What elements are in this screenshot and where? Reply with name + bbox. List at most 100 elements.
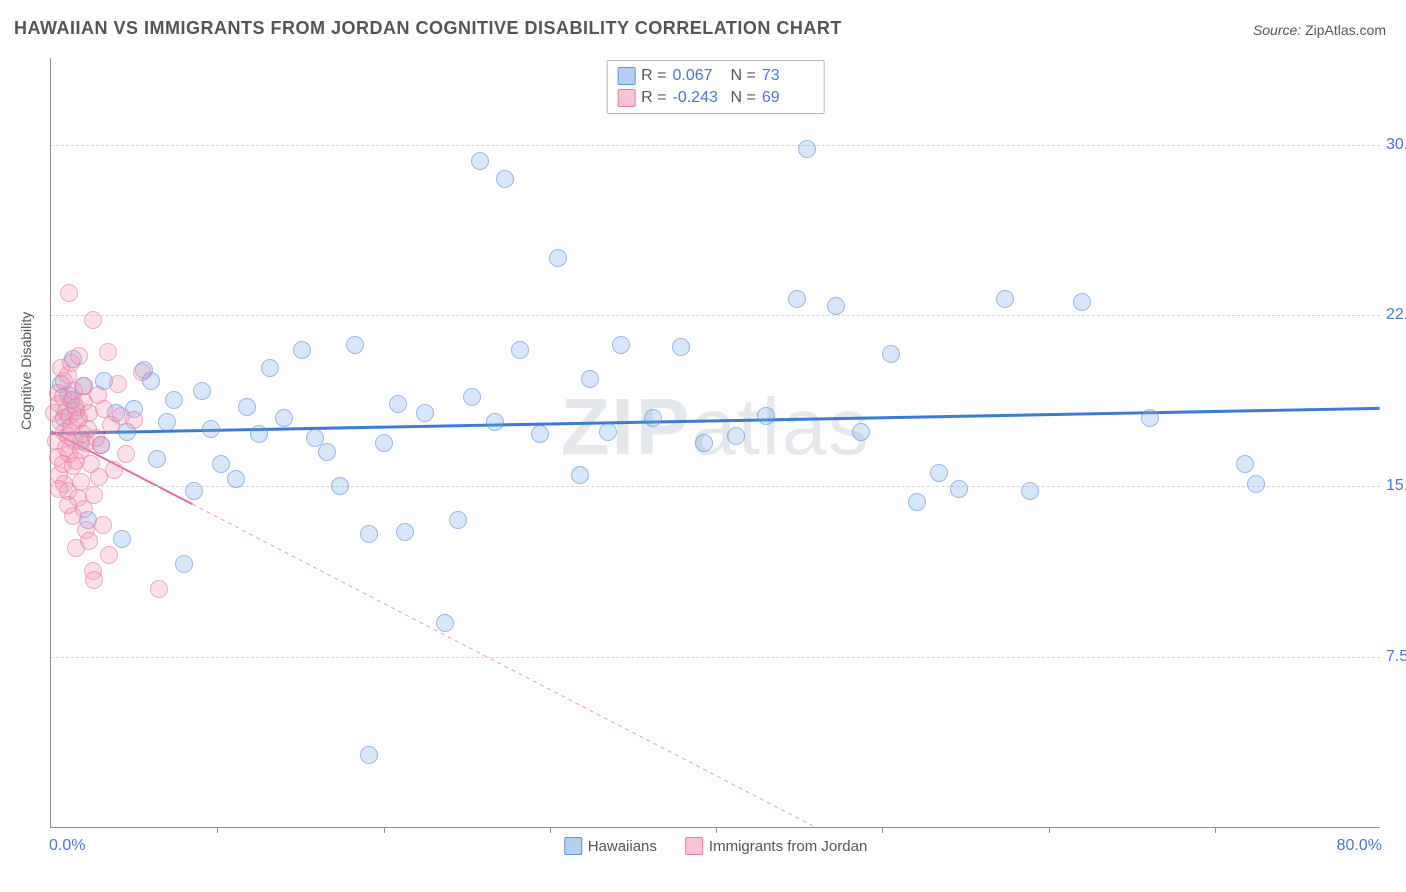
- data-point: [788, 290, 806, 308]
- data-point: [50, 480, 68, 498]
- data-point: [672, 338, 690, 356]
- data-point: [100, 546, 118, 564]
- data-point: [549, 249, 567, 267]
- data-point: [318, 443, 336, 461]
- data-point: [360, 746, 378, 764]
- data-point: [293, 341, 311, 359]
- data-point: [571, 466, 589, 484]
- source-text: ZipAtlas.com: [1305, 22, 1386, 38]
- data-point: [908, 493, 926, 511]
- data-point: [486, 413, 504, 431]
- stat-n-label: N =: [731, 87, 756, 109]
- chart-container: HAWAIIAN VS IMMIGRANTS FROM JORDAN COGNI…: [0, 0, 1406, 892]
- data-point: [612, 336, 630, 354]
- y-tick-label: 7.5%: [1386, 648, 1406, 666]
- data-point: [375, 434, 393, 452]
- data-point: [109, 375, 127, 393]
- stats-row: R = 0.067 N = 73: [617, 65, 814, 87]
- data-point: [113, 530, 131, 548]
- legend-label: Immigrants from Jordan: [709, 838, 867, 855]
- data-point: [511, 341, 529, 359]
- data-point: [80, 532, 98, 550]
- data-point: [930, 464, 948, 482]
- data-point: [695, 434, 713, 452]
- data-point: [471, 152, 489, 170]
- x-axis-max-label: 80.0%: [1337, 837, 1382, 855]
- source-label: Source:: [1253, 22, 1301, 38]
- watermark-rest: atlas: [691, 382, 870, 471]
- swatch-blue-icon: [617, 67, 635, 85]
- swatch-pink-icon: [617, 89, 635, 107]
- data-point: [360, 525, 378, 543]
- data-point: [757, 407, 775, 425]
- data-point: [463, 388, 481, 406]
- swatch-blue-icon: [564, 837, 582, 855]
- x-axis-min-label: 0.0%: [49, 837, 85, 855]
- data-point: [346, 336, 364, 354]
- data-point: [70, 347, 88, 365]
- data-point: [389, 395, 407, 413]
- data-point: [1073, 293, 1091, 311]
- data-point: [150, 580, 168, 598]
- data-point: [275, 409, 293, 427]
- data-point: [85, 486, 103, 504]
- data-point: [85, 571, 103, 589]
- y-tick-label: 30.0%: [1386, 136, 1406, 154]
- y-axis-title: Cognitive Disability: [18, 312, 34, 430]
- gridline: [51, 145, 1380, 146]
- stat-n-value: 73: [762, 65, 814, 87]
- data-point: [1021, 482, 1039, 500]
- data-point: [996, 290, 1014, 308]
- stat-r-label: R =: [641, 87, 666, 109]
- x-tick: [1215, 827, 1216, 833]
- plot-area: ZIPatlas R = 0.067 N = 73 R = -0.243 N =…: [50, 58, 1380, 828]
- data-point: [950, 480, 968, 498]
- stats-row: R = -0.243 N = 69: [617, 87, 814, 109]
- data-point: [125, 411, 143, 429]
- watermark-bold: ZIP: [561, 382, 691, 471]
- x-tick: [217, 827, 218, 833]
- data-point: [227, 470, 245, 488]
- data-point: [59, 496, 77, 514]
- legend-item: Immigrants from Jordan: [685, 837, 867, 855]
- data-point: [185, 482, 203, 500]
- data-point: [193, 382, 211, 400]
- stat-r-value: 0.067: [673, 65, 725, 87]
- legend: Hawaiians Immigrants from Jordan: [564, 837, 868, 855]
- legend-item: Hawaiians: [564, 837, 657, 855]
- data-point: [1247, 475, 1265, 493]
- data-point: [449, 511, 467, 529]
- gridline: [51, 657, 1380, 658]
- data-point: [202, 420, 220, 438]
- x-tick: [882, 827, 883, 833]
- gridline: [51, 486, 1380, 487]
- data-point: [882, 345, 900, 363]
- x-tick: [550, 827, 551, 833]
- stat-r-label: R =: [641, 65, 666, 87]
- y-tick-label: 22.5%: [1386, 306, 1406, 324]
- data-point: [60, 284, 78, 302]
- data-point: [644, 409, 662, 427]
- data-point: [175, 555, 193, 573]
- data-point: [148, 450, 166, 468]
- data-point: [94, 516, 112, 534]
- data-point: [727, 427, 745, 445]
- x-tick: [1049, 827, 1050, 833]
- data-point: [331, 477, 349, 495]
- data-point: [250, 425, 268, 443]
- swatch-pink-icon: [685, 837, 703, 855]
- data-point: [99, 343, 117, 361]
- data-point: [531, 425, 549, 443]
- data-point: [436, 614, 454, 632]
- stats-box: R = 0.067 N = 73 R = -0.243 N = 69: [606, 60, 825, 114]
- trend-lines: [51, 58, 1380, 827]
- data-point: [117, 445, 135, 463]
- data-point: [84, 311, 102, 329]
- data-point: [396, 523, 414, 541]
- chart-title: HAWAIIAN VS IMMIGRANTS FROM JORDAN COGNI…: [14, 18, 842, 39]
- data-point: [852, 423, 870, 441]
- stat-r-value: -0.243: [673, 87, 725, 109]
- data-point: [581, 370, 599, 388]
- data-point: [827, 297, 845, 315]
- data-point: [599, 423, 617, 441]
